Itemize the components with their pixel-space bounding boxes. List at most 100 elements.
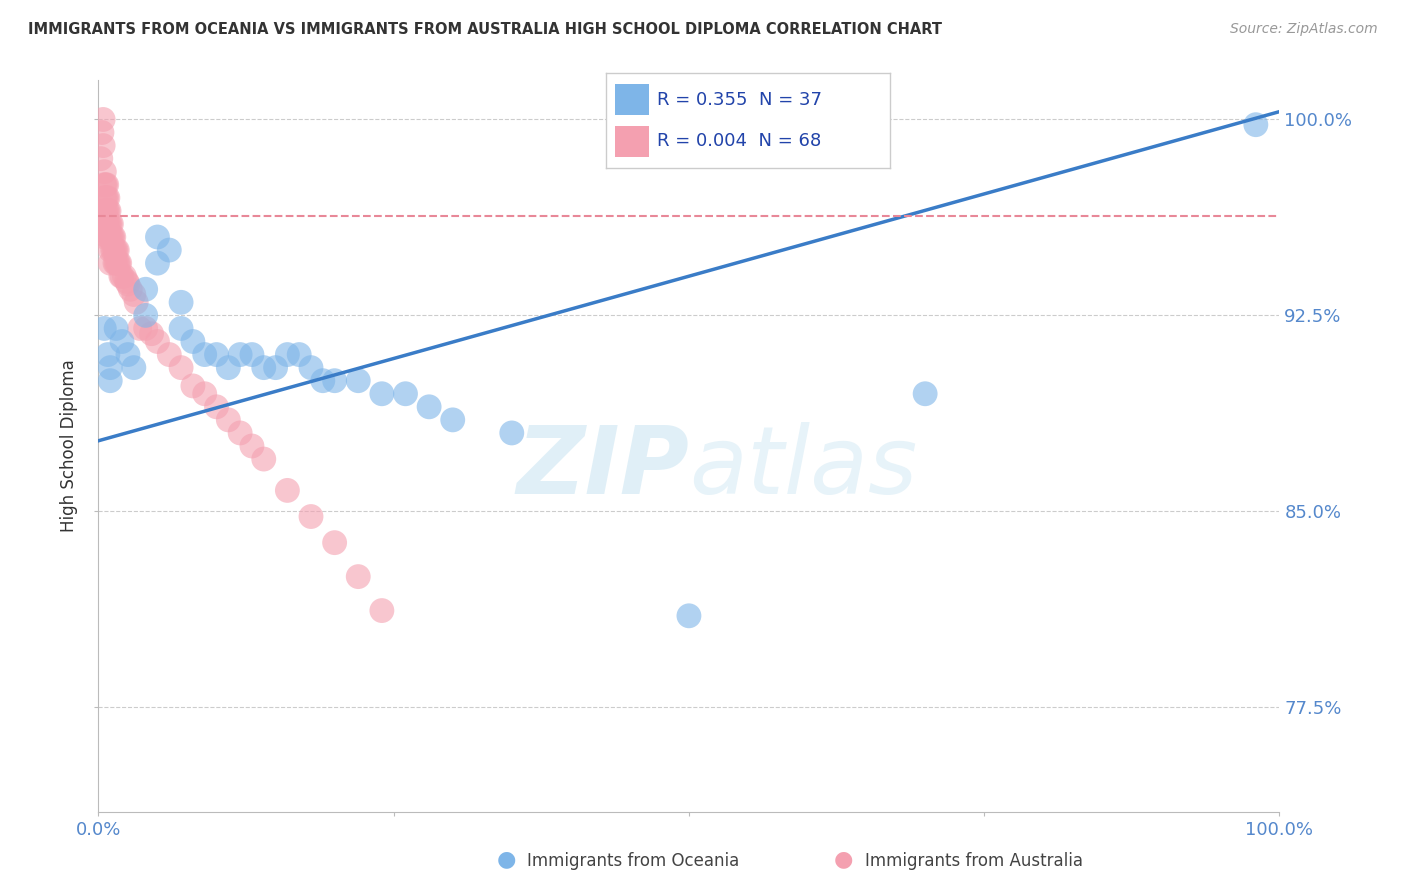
- Point: [194, 348, 217, 362]
- Point: [98, 230, 121, 244]
- Point: [288, 348, 311, 362]
- Point: [90, 152, 112, 166]
- Point: [146, 256, 169, 270]
- Point: [125, 295, 148, 310]
- Point: [94, 203, 117, 218]
- Point: [253, 360, 276, 375]
- Point: [347, 374, 370, 388]
- Point: [181, 379, 204, 393]
- Point: [97, 203, 120, 218]
- Point: [91, 112, 114, 127]
- Point: [100, 217, 122, 231]
- Point: [205, 400, 228, 414]
- Point: [299, 360, 322, 375]
- Text: ZIP: ZIP: [516, 422, 689, 514]
- Point: [371, 386, 394, 401]
- Point: [135, 309, 157, 323]
- Point: [323, 535, 346, 549]
- Point: [103, 230, 125, 244]
- Point: [678, 608, 700, 623]
- Point: [105, 243, 128, 257]
- Point: [98, 217, 121, 231]
- Point: [103, 243, 125, 257]
- Point: [93, 321, 115, 335]
- Bar: [614, 85, 648, 115]
- Point: [146, 334, 169, 349]
- Point: [93, 164, 115, 178]
- Point: [96, 191, 118, 205]
- Point: [323, 374, 346, 388]
- Point: [105, 321, 128, 335]
- Point: [98, 360, 121, 375]
- Point: [93, 191, 115, 205]
- Point: [97, 191, 120, 205]
- Point: [128, 321, 150, 335]
- Point: [120, 282, 142, 296]
- Point: [117, 348, 139, 362]
- Point: [93, 230, 115, 244]
- Text: R = 0.355  N = 37: R = 0.355 N = 37: [657, 91, 823, 109]
- Point: [97, 348, 120, 362]
- Text: Immigrants from Oceania: Immigrants from Oceania: [527, 852, 740, 870]
- Point: [111, 269, 134, 284]
- Point: [105, 243, 128, 257]
- Point: [96, 203, 118, 218]
- Point: [97, 217, 120, 231]
- Point: [122, 287, 145, 301]
- Point: [115, 275, 138, 289]
- Point: [104, 243, 127, 257]
- Point: [141, 326, 163, 341]
- Point: [157, 348, 180, 362]
- Point: [240, 348, 263, 362]
- Point: [98, 230, 121, 244]
- Point: [96, 217, 118, 231]
- Point: [135, 282, 157, 296]
- Text: Source: ZipAtlas.com: Source: ZipAtlas.com: [1230, 22, 1378, 37]
- Point: [240, 439, 263, 453]
- Point: [146, 230, 169, 244]
- Point: [253, 452, 276, 467]
- Point: [276, 483, 298, 498]
- Point: [170, 295, 193, 310]
- Point: [104, 256, 127, 270]
- Point: [205, 348, 228, 362]
- Text: Immigrants from Australia: Immigrants from Australia: [865, 852, 1083, 870]
- Point: [91, 126, 114, 140]
- Point: [276, 348, 298, 362]
- Point: [157, 243, 180, 257]
- Point: [229, 425, 252, 440]
- Text: IMMIGRANTS FROM OCEANIA VS IMMIGRANTS FROM AUSTRALIA HIGH SCHOOL DIPLOMA CORRELA: IMMIGRANTS FROM OCEANIA VS IMMIGRANTS FR…: [28, 22, 942, 37]
- Point: [299, 509, 322, 524]
- Point: [135, 321, 157, 335]
- Point: [181, 334, 204, 349]
- Point: [194, 386, 217, 401]
- Point: [98, 203, 121, 218]
- Point: [94, 178, 117, 192]
- Point: [112, 269, 135, 284]
- Point: [914, 386, 936, 401]
- Point: [111, 334, 134, 349]
- Point: [217, 413, 239, 427]
- Point: [501, 425, 523, 440]
- Point: [229, 348, 252, 362]
- Point: [105, 256, 128, 270]
- Point: [94, 191, 117, 205]
- Y-axis label: High School Diploma: High School Diploma: [60, 359, 79, 533]
- Point: [170, 321, 193, 335]
- Point: [98, 243, 121, 257]
- Point: [117, 277, 139, 291]
- Point: [97, 230, 120, 244]
- Point: [312, 374, 335, 388]
- Point: [264, 360, 287, 375]
- Text: atlas: atlas: [689, 423, 917, 514]
- Point: [91, 138, 114, 153]
- Point: [93, 203, 115, 218]
- Point: [170, 360, 193, 375]
- Point: [105, 256, 128, 270]
- Point: [101, 243, 124, 257]
- Point: [93, 178, 115, 192]
- Text: ●: ●: [834, 850, 853, 870]
- Text: R = 0.004  N = 68: R = 0.004 N = 68: [657, 132, 821, 151]
- Point: [96, 178, 118, 192]
- Text: ●: ●: [496, 850, 516, 870]
